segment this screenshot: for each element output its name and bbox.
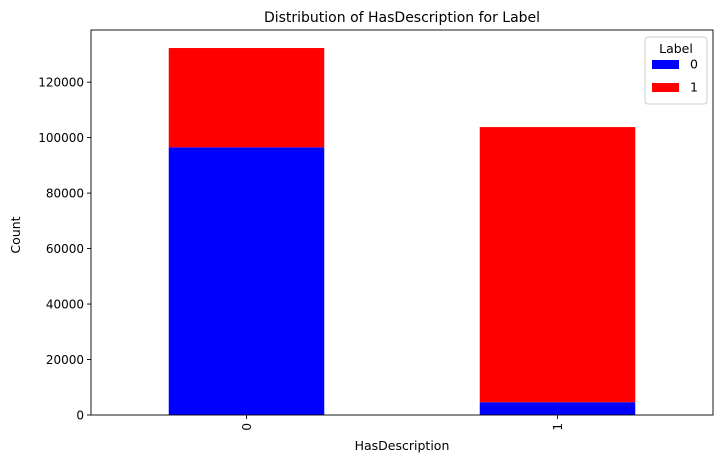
chart-title: Distribution of HasDescription for Label (264, 10, 540, 26)
y-tick-label: 60000 (46, 242, 84, 256)
x-axis-label: HasDescription (355, 438, 450, 453)
y-axis-label: Count (8, 216, 23, 253)
legend: Label 01 (644, 36, 708, 105)
legend-title: Label (659, 41, 693, 56)
x-tick-label: 1 (551, 423, 565, 431)
bar-cat1-label1 (479, 127, 636, 403)
y-tick-label: 20000 (46, 353, 84, 367)
legend-label-0: 0 (690, 57, 698, 72)
plot-frame (90, 29, 714, 416)
bar-cat0-label1 (168, 48, 325, 148)
y-tick-label: 80000 (46, 186, 84, 200)
legend-swatch-0 (652, 60, 679, 69)
y-tick-label: 40000 (46, 297, 84, 311)
y-tick-label: 0 (76, 408, 84, 422)
y-tick-label: 120000 (38, 75, 84, 89)
y-tick-label: 100000 (38, 131, 84, 145)
legend-items: 01 (652, 57, 698, 95)
bars-group (168, 48, 636, 415)
bar-cat1-label0 (479, 402, 636, 415)
legend-label-1: 1 (690, 80, 698, 95)
legend-swatch-1 (652, 83, 679, 92)
x-tick-label: 0 (240, 423, 254, 431)
bar-cat0-label0 (168, 147, 325, 415)
